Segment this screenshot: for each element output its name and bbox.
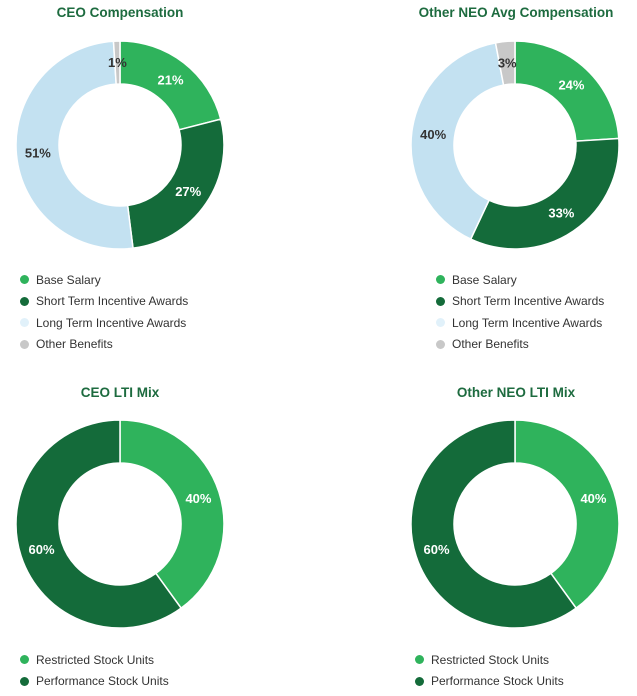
legend-item-long-term: Long Term Incentive Awards (436, 312, 604, 334)
chart-title: Other NEO LTI Mix (456, 385, 576, 400)
slice-long-term-incentive-awards (15, 40, 134, 250)
data-label-restricted-stock-units: 40% (580, 491, 606, 506)
slice-short-term-incentive-awards (469, 137, 620, 250)
legend-item-short-term: Short Term Incentive Awards (436, 291, 604, 313)
slice-performance-stock-units (410, 419, 578, 629)
legend-swatch (415, 676, 424, 686)
chart-legend: Base Salary Short Term Incentive Awards … (20, 269, 188, 355)
chart-legend: Restricted Stock Units Performance Stock… (20, 649, 169, 692)
chart-title: Other NEO Avg Compensation (418, 5, 614, 20)
legend-item-psu: Performance Stock Units (20, 671, 169, 693)
legend-label: Other Benefits (36, 337, 113, 352)
legend-swatch (20, 275, 29, 285)
slice-long-term-incentive-awards (410, 41, 505, 241)
donut-chart: 40% 60% (410, 419, 620, 629)
slice-other-benefits (112, 40, 121, 85)
legend-item-rsu: Restricted Stock Units (415, 649, 564, 671)
legend-item-long-term: Long Term Incentive Awards (20, 312, 188, 334)
slice-other-benefits (494, 40, 516, 86)
data-label-long-term-incentive-awards: 51% (25, 145, 51, 160)
ceo-lti-mix-panel: CEO LTI Mix 40% 60% Restricted Stock Unit… (0, 376, 240, 696)
data-label-other-benefits: 3% (498, 55, 517, 70)
legend-label: Restricted Stock Units (431, 652, 550, 667)
legend-swatch (436, 318, 445, 328)
donut-chart: 21% 27% 51% 1% (15, 40, 225, 250)
data-label-performance-stock-units: 60% (424, 542, 450, 557)
slice-restricted-stock-units (514, 419, 620, 610)
chart-title: CEO Compensation (56, 5, 184, 20)
chart-legend: Base Salary Short Term Incentive Awards … (436, 269, 604, 355)
legend-swatch (20, 318, 29, 328)
neo-compensation-panel: Other NEO Avg Compensation 24% 33% 40% 3% B… (395, 0, 637, 360)
data-label-other-benefits: 1% (108, 55, 127, 70)
legend-item-other-benefits: Other Benefits (20, 334, 188, 356)
legend-label: Performance Stock Units (36, 674, 169, 689)
legend-label: Short Term Incentive Awards (452, 294, 605, 309)
chart-legend: Restricted Stock Units Performance Stock… (415, 649, 564, 692)
legend-swatch (20, 676, 29, 686)
legend-item-other-benefits: Other Benefits (436, 334, 604, 356)
data-label-long-term-incentive-awards: 40% (420, 127, 446, 142)
legend-label: Base Salary (36, 272, 101, 287)
legend-item-psu: Performance Stock Units (415, 671, 564, 693)
chart-title: CEO LTI Mix (80, 385, 160, 400)
data-label-short-term-incentive-awards: 27% (175, 184, 201, 199)
legend-item-base-salary: Base Salary (20, 269, 188, 291)
legend-swatch (436, 339, 445, 349)
data-label-base-salary: 24% (558, 77, 584, 92)
data-label-performance-stock-units: 60% (29, 542, 55, 557)
data-label-restricted-stock-units: 40% (185, 491, 211, 506)
donut-chart: 24% 33% 40% 3% (410, 40, 620, 250)
legend-label: Long Term Incentive Awards (36, 315, 187, 330)
legend-swatch (20, 339, 29, 349)
data-label-base-salary: 21% (158, 72, 184, 87)
data-label-short-term-incentive-awards: 33% (548, 206, 574, 221)
legend-label: Long Term Incentive Awards (452, 315, 603, 330)
legend-label: Short Term Incentive Awards (36, 294, 189, 309)
ceo-compensation-panel: CEO Compensation 21% 27% 51% 1% Base Salary… (0, 0, 240, 360)
legend-swatch (20, 655, 29, 665)
legend-item-rsu: Restricted Stock Units (20, 649, 169, 671)
legend-label: Other Benefits (452, 337, 529, 352)
legend-swatch (415, 655, 424, 665)
slice-performance-stock-units (15, 419, 183, 629)
legend-swatch (20, 296, 29, 306)
legend-item-base-salary: Base Salary (436, 269, 604, 291)
legend-label: Base Salary (452, 272, 517, 287)
donut-chart: 40% 60% (15, 419, 225, 629)
slice-restricted-stock-units (119, 419, 225, 610)
legend-item-short-term: Short Term Incentive Awards (20, 291, 188, 313)
slice-short-term-incentive-awards (126, 118, 225, 250)
legend-swatch (436, 296, 445, 306)
neo-lti-mix-panel: Other NEO LTI Mix 40% 60% Restricted Stoc… (395, 376, 637, 696)
legend-label: Performance Stock Units (431, 674, 564, 689)
legend-label: Restricted Stock Units (36, 652, 155, 667)
legend-swatch (436, 275, 445, 285)
